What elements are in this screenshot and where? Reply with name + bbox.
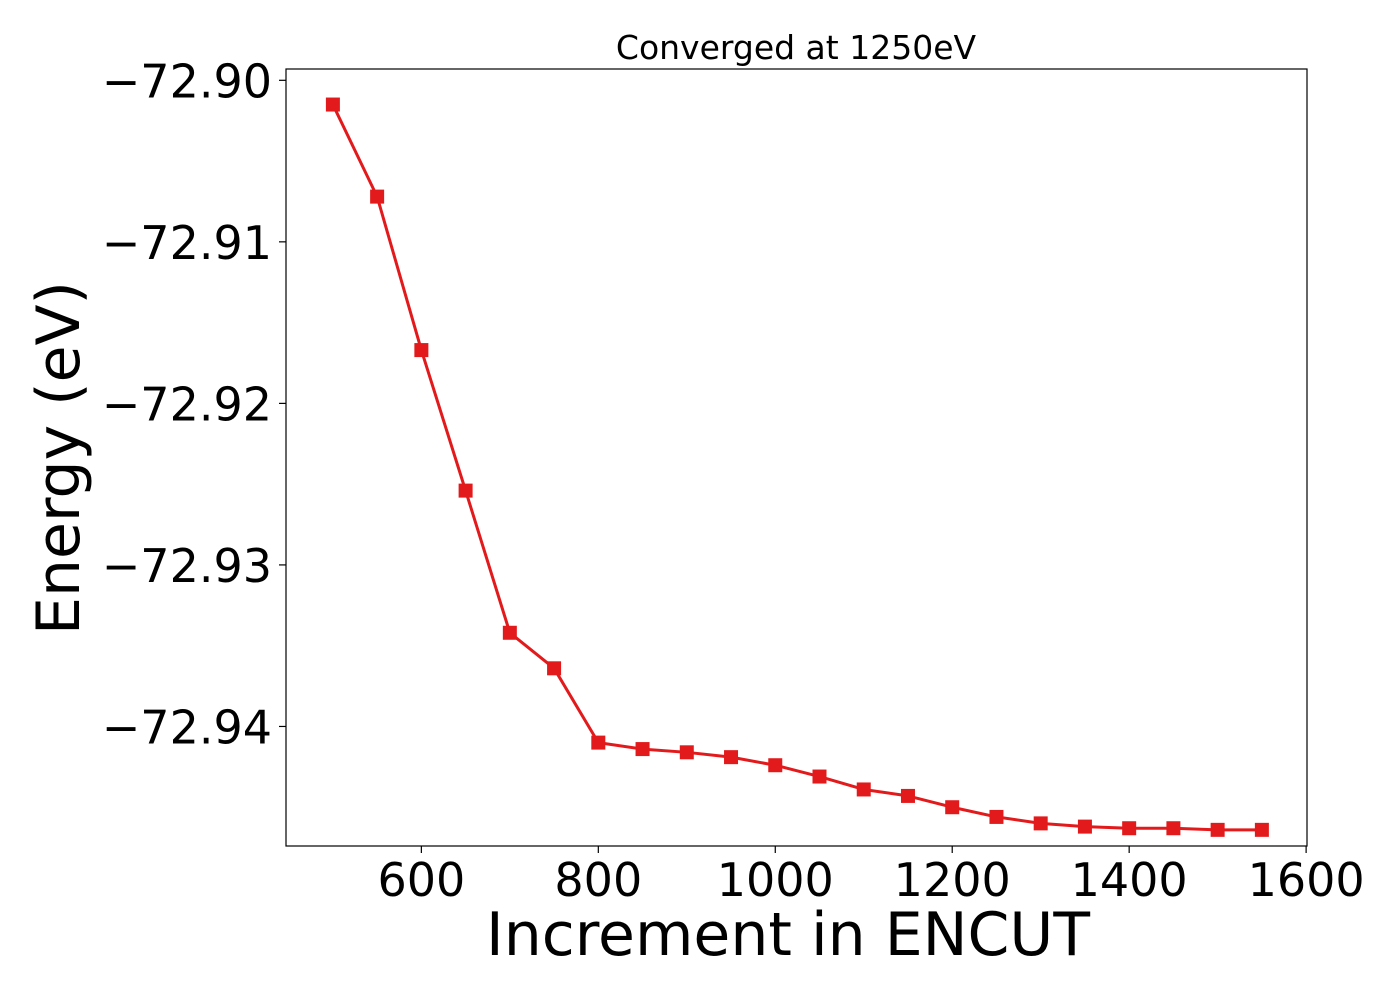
plot-frame: [285, 68, 1308, 847]
y-tick-label: −72.91: [102, 216, 272, 270]
data-point-marker: [945, 800, 960, 815]
plot-area: [286, 69, 1307, 846]
y-axis-ticks: −72.90 −72.91 −72.92 −72.93 −72.94: [102, 54, 286, 754]
data-point-marker: [724, 750, 739, 765]
data-point-marker: [1254, 822, 1269, 837]
series-line: [331, 103, 1262, 832]
data-point-marker: [1166, 821, 1181, 836]
data-point-marker: [325, 97, 340, 112]
x-tick-label: 1400: [1071, 853, 1188, 907]
data-point-marker: [370, 189, 385, 204]
x-tick-label: 600: [377, 853, 465, 907]
data-point-marker: [989, 809, 1004, 824]
x-tick-label: 1600: [1248, 853, 1365, 907]
data-point-marker: [1122, 821, 1137, 836]
y-tick-label: −72.92: [102, 377, 272, 431]
data-point-marker: [900, 788, 915, 803]
x-axis-label: Increment in ENCUT: [486, 900, 1090, 970]
data-point-marker: [458, 483, 473, 498]
data-point-marker: [502, 625, 517, 640]
x-tick-label: 1200: [894, 853, 1011, 907]
data-point-marker: [635, 742, 650, 757]
data-point-marker: [1210, 822, 1225, 837]
data-point-marker: [856, 782, 871, 797]
series-markers: [325, 97, 1269, 837]
data-point-marker: [591, 735, 606, 750]
data-point-marker: [679, 745, 694, 760]
y-tick-label: −72.90: [102, 54, 272, 108]
data-point-marker: [768, 758, 783, 773]
x-tick-label: 1000: [717, 853, 834, 907]
data-point-marker: [1033, 816, 1048, 831]
data-point-marker: [812, 769, 827, 784]
chart-title: Converged at 1250eV: [616, 28, 977, 67]
y-axis-label: Energy (eV): [24, 281, 94, 635]
data-point-marker: [547, 661, 562, 676]
y-tick-label: −72.94: [102, 700, 272, 754]
x-tick-label: 800: [554, 853, 642, 907]
y-tick-label: −72.93: [102, 539, 272, 593]
data-point-marker: [1077, 819, 1092, 834]
x-axis-ticks: 600 800 1000 1200 1400 1600: [377, 846, 1365, 907]
data-point-marker: [414, 343, 429, 358]
